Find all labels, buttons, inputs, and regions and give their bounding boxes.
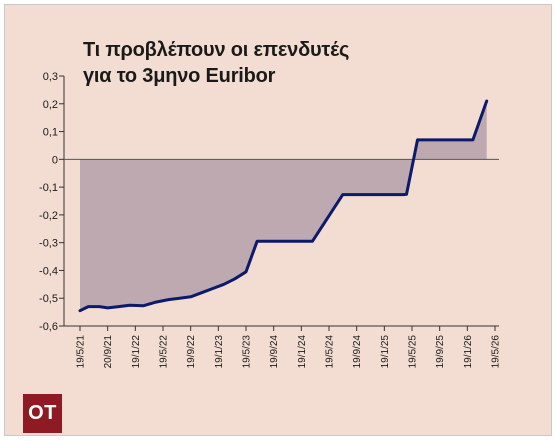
title-line-2: για το 3μηνο Euribor: [83, 65, 276, 87]
axis-layer: [59, 75, 499, 331]
title-line-1: Τι προβλέπουν οι επενδυτές: [83, 39, 350, 61]
x-tick-label: 19/5/25: [408, 335, 419, 369]
x-tick-label: 19/5/23: [242, 335, 253, 369]
tick-label-layer: 0,3 0,2 0,1 0 -0,1 -0,2 -0,3 -0,4 -0,5 -0,6 19/5/2…: [39, 71, 501, 368]
x-tick-label: 20/9/21: [103, 335, 114, 369]
y-tick-label: -0,5: [39, 293, 58, 305]
chart-title: Τι προβλέπουν οι επενδυτές για το 3μηνο …: [83, 37, 463, 89]
x-tick-label: 19/5/26: [491, 335, 502, 369]
line-layer: [78, 99, 489, 313]
x-tick-label: 19/5/22: [159, 335, 170, 369]
y-tick-label: 0,1: [43, 127, 58, 139]
y-tick-label: -0,3: [39, 238, 58, 250]
y-tick-label: -0,2: [39, 210, 58, 222]
y-tick-label: -0,4: [39, 265, 58, 277]
x-tick-label: 19/9/24: [352, 335, 363, 369]
y-tick-label: -0,6: [39, 321, 58, 333]
x-tick-label: 19/9/25: [435, 335, 446, 369]
area-fill-layer: [80, 101, 487, 311]
x-tick-label: 19/9/22: [186, 335, 197, 369]
ot-logo: OT: [23, 394, 62, 433]
y-tick-label: 0,3: [43, 71, 58, 83]
x-tick-label: 19/1/26: [463, 335, 474, 369]
y-tick-label: 0,2: [43, 99, 58, 111]
x-tick-label: 19/1/22: [131, 335, 142, 369]
x-tick-label: 19/1/25: [380, 335, 391, 369]
x-tick-label: 19/1/24: [297, 335, 308, 369]
x-tick-label: 19/5/21: [76, 335, 87, 369]
area-fill: [80, 101, 487, 311]
x-tick-label: 19/5/24: [325, 335, 336, 369]
x-tick-label: 19/1/23: [214, 335, 225, 369]
x-tick-label: 19/9/24: [269, 335, 280, 369]
y-tick-label: 0: [52, 154, 58, 166]
y-tick-label: -0,1: [39, 182, 58, 194]
